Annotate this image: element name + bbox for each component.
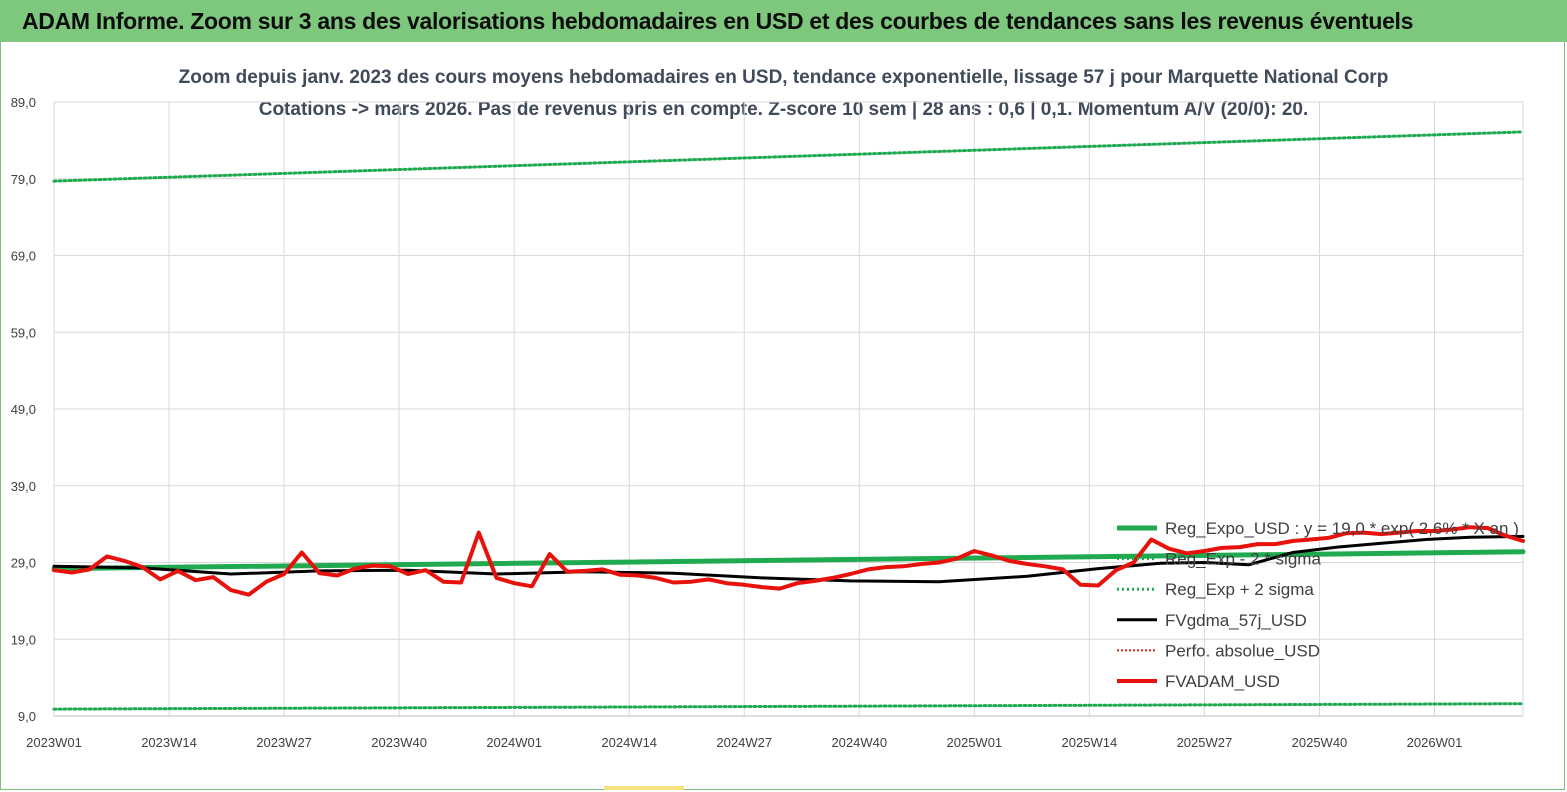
banner-title: ADAM Informe. Zoom sur 3 ans des valoris… — [22, 8, 1414, 34]
reg-expo-line — [51, 549, 1526, 572]
series-lines — [51, 130, 1526, 711]
x-tick-label: 2023W27 — [256, 735, 312, 750]
x-tick-label: 2024W14 — [601, 735, 657, 750]
title-banner: ADAM Informe. Zoom sur 3 ans des valoris… — [0, 0, 1567, 42]
legend-label: Reg_Exp - 2 * sigma — [1165, 550, 1321, 569]
x-axis-ticks: 2023W01 2023W14 2023W27 2023W40 2024W01 2024W… — [26, 735, 1462, 750]
bottom-scroll-fragment — [604, 786, 684, 790]
x-tick-label: 2025W01 — [947, 735, 1003, 750]
x-tick-label: 2023W40 — [371, 735, 427, 750]
fvgdma-57j-line — [52, 534, 1525, 584]
chart-subtitle: Cotations -> mars 2026. Pas de revenus p… — [258, 99, 1309, 120]
y-tick-label: 9,0 — [18, 709, 36, 724]
x-tick-label: 2025W27 — [1177, 735, 1233, 750]
x-tick-label: 2023W01 — [26, 735, 82, 750]
x-tick-label: 2025W14 — [1062, 735, 1118, 750]
y-tick-label: 79,0 — [11, 172, 36, 187]
y-tick-label: 39,0 — [11, 479, 36, 494]
x-tick-label: 2024W40 — [831, 735, 887, 750]
grid-lines — [53, 101, 1524, 717]
x-tick-label: 2023W14 — [141, 735, 197, 750]
legend-label: Reg_Expo_USD : y = 19,0 * exp( 2,6% * X … — [1165, 519, 1519, 538]
x-tick-label: 2025W40 — [1292, 735, 1348, 750]
y-tick-label: 19,0 — [11, 632, 36, 647]
y-tick-label: 69,0 — [11, 249, 36, 264]
y-tick-label: 49,0 — [11, 402, 36, 417]
reg-exp-plus-2sigma-line — [52, 130, 1525, 183]
reg-exp-minus-2sigma-line — [52, 702, 1525, 711]
chart-title: Zoom depuis janv. 2023 des cours moyens … — [178, 67, 1389, 88]
y-tick-label: 89,0 — [11, 95, 36, 110]
fvadam-line — [52, 525, 1525, 597]
x-tick-label: 2024W27 — [716, 735, 772, 750]
x-tick-label: 2026W01 — [1407, 735, 1463, 750]
legend-label: Reg_Exp + 2 sigma — [1165, 580, 1314, 599]
x-tick-label: 2024W01 — [486, 735, 542, 750]
y-tick-label: 29,0 — [11, 556, 36, 571]
legend-label: FVADAM_USD — [1165, 672, 1280, 691]
legend-label: Perfo. absolue_USD — [1165, 641, 1320, 660]
legend-label: FVgdma_57j_USD — [1165, 611, 1307, 630]
y-tick-label: 59,0 — [11, 325, 36, 340]
y-axis-ticks: 89,0 79,0 69,0 59,0 49,0 39,0 29,0 19,0 9,0 — [11, 95, 36, 724]
legend: Reg_Expo_USD : y = 19,0 * exp( 2,6% * X … — [1117, 519, 1519, 691]
